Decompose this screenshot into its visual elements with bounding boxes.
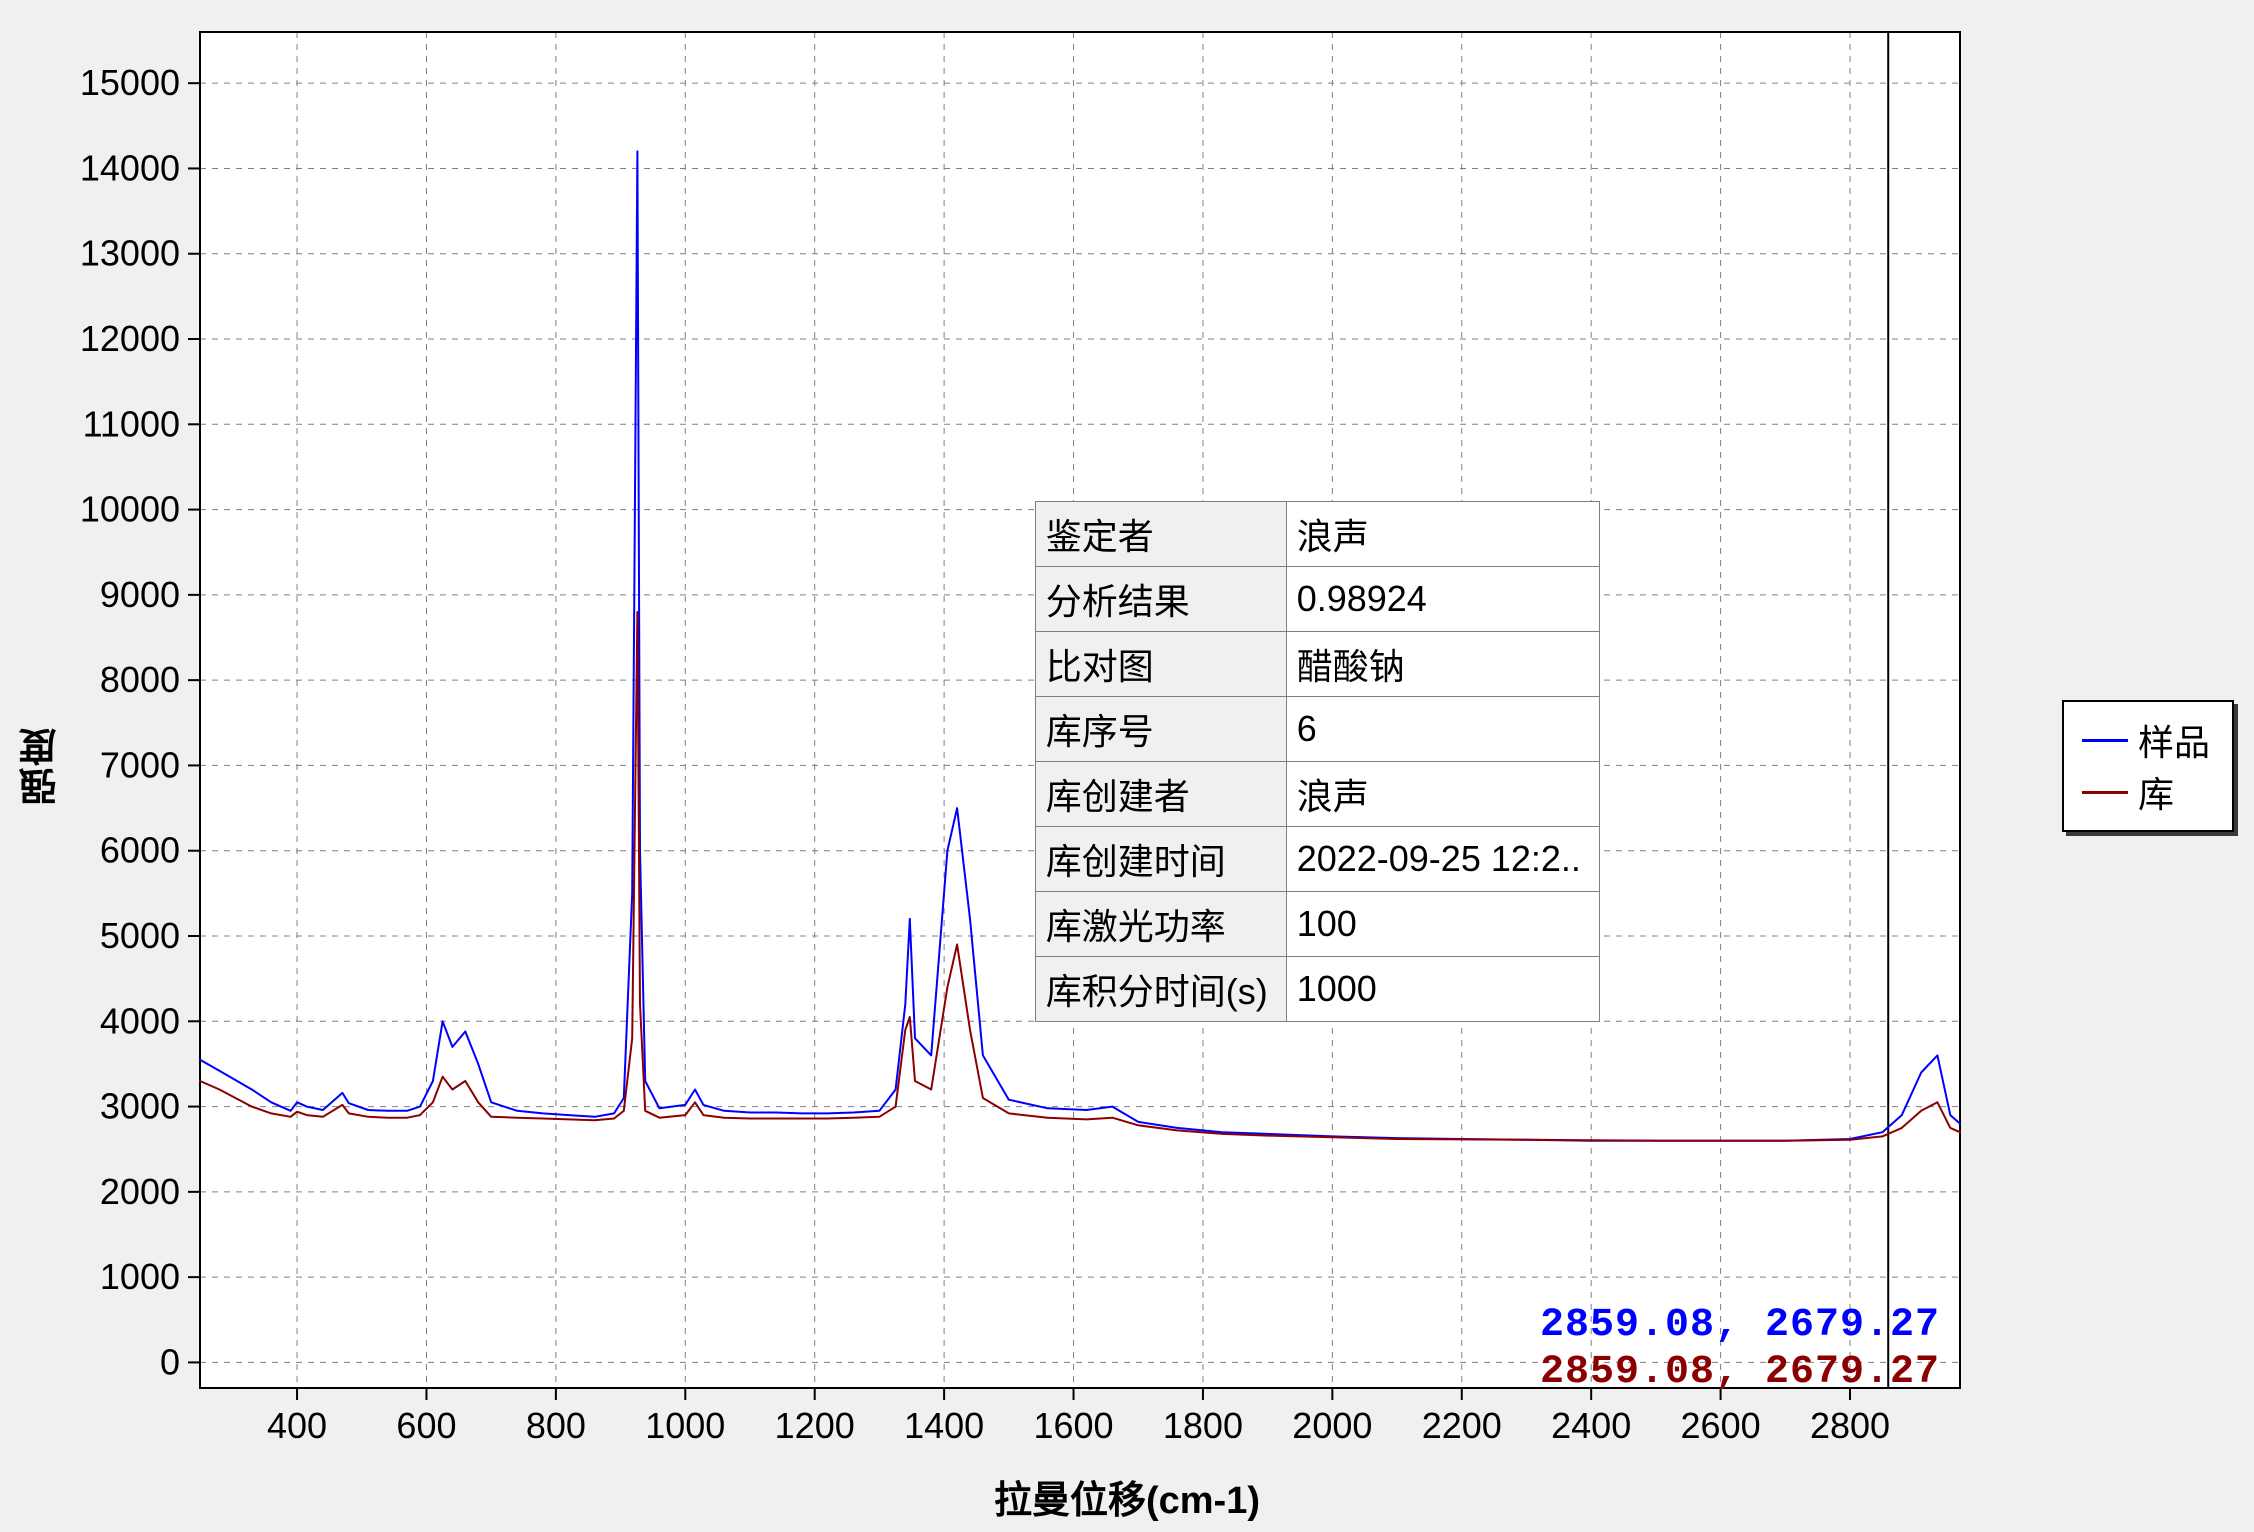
- info-key: 库序号: [1035, 697, 1286, 762]
- info-key: 库创建者: [1035, 762, 1286, 827]
- y-axis-label: 强度: [14, 726, 69, 806]
- svg-text:6000: 6000: [100, 830, 180, 871]
- cursor-coord-sample: 2859.08, 2679.27: [1540, 1303, 1940, 1348]
- svg-text:9000: 9000: [100, 574, 180, 615]
- spectrum-plot[interactable]: 4006008001000120014001600180020002200240…: [80, 18, 1980, 1458]
- info-key: 库积分时间(s): [1035, 957, 1286, 1022]
- info-row: 库积分时间(s)1000: [1035, 957, 1599, 1022]
- svg-text:1800: 1800: [1163, 1405, 1243, 1446]
- cursor-coord-library: 2859.08, 2679.27: [1540, 1350, 1940, 1395]
- svg-text:8000: 8000: [100, 659, 180, 700]
- svg-text:1600: 1600: [1033, 1405, 1113, 1446]
- info-value: 6: [1286, 697, 1599, 762]
- info-value: 100: [1286, 892, 1599, 957]
- svg-text:4000: 4000: [100, 1000, 180, 1041]
- info-value: 2022-09-25 12:2..: [1286, 827, 1599, 892]
- svg-text:800: 800: [526, 1405, 586, 1446]
- svg-text:5000: 5000: [100, 915, 180, 956]
- svg-text:1200: 1200: [775, 1405, 855, 1446]
- svg-text:2000: 2000: [100, 1171, 180, 1212]
- svg-text:2600: 2600: [1681, 1405, 1761, 1446]
- info-value: 醋酸钠: [1286, 632, 1599, 697]
- info-key: 库创建时间: [1035, 827, 1286, 892]
- svg-text:600: 600: [396, 1405, 456, 1446]
- svg-text:1000: 1000: [645, 1405, 725, 1446]
- svg-text:15000: 15000: [80, 62, 180, 103]
- x-axis-label: 拉曼位移(cm-1): [994, 1469, 1260, 1524]
- chart-container: 强度 4006008001000120014001600180020002200…: [0, 0, 2254, 1532]
- svg-text:12000: 12000: [80, 318, 180, 359]
- legend-label: 样品: [2138, 714, 2210, 766]
- info-row: 库激光功率100: [1035, 892, 1599, 957]
- svg-text:11000: 11000: [83, 403, 180, 444]
- svg-text:2800: 2800: [1810, 1405, 1890, 1446]
- info-key: 分析结果: [1035, 567, 1286, 632]
- legend: 样品 库: [2062, 700, 2234, 832]
- legend-swatch: [2082, 791, 2128, 794]
- svg-text:0: 0: [160, 1341, 180, 1382]
- legend-swatch: [2082, 739, 2128, 742]
- legend-item-library: 库: [2082, 766, 2210, 818]
- svg-text:1000: 1000: [100, 1256, 180, 1297]
- info-row: 库序号6: [1035, 697, 1599, 762]
- legend-label: 库: [2138, 766, 2174, 818]
- info-value: 0.98924: [1286, 567, 1599, 632]
- info-key: 比对图: [1035, 632, 1286, 697]
- svg-text:7000: 7000: [100, 744, 180, 785]
- info-row: 库创建时间2022-09-25 12:2..: [1035, 827, 1599, 892]
- svg-text:2000: 2000: [1292, 1405, 1372, 1446]
- svg-text:2400: 2400: [1551, 1405, 1631, 1446]
- svg-text:10000: 10000: [80, 489, 180, 530]
- info-value: 浪声: [1286, 762, 1599, 827]
- info-key: 库激光功率: [1035, 892, 1286, 957]
- info-row: 分析结果0.98924: [1035, 567, 1599, 632]
- info-value: 浪声: [1286, 502, 1599, 567]
- info-key: 鉴定者: [1035, 502, 1286, 567]
- legend-item-sample: 样品: [2082, 714, 2210, 766]
- svg-text:14000: 14000: [80, 147, 180, 188]
- svg-text:13000: 13000: [80, 233, 180, 274]
- info-row: 鉴定者浪声: [1035, 502, 1599, 567]
- svg-text:3000: 3000: [100, 1086, 180, 1127]
- info-table: 鉴定者浪声分析结果0.98924比对图醋酸钠库序号6库创建者浪声库创建时间202…: [1035, 501, 1600, 1022]
- svg-text:2200: 2200: [1422, 1405, 1502, 1446]
- info-value: 1000: [1286, 957, 1599, 1022]
- svg-text:1400: 1400: [904, 1405, 984, 1446]
- info-row: 库创建者浪声: [1035, 762, 1599, 827]
- info-row: 比对图醋酸钠: [1035, 632, 1599, 697]
- svg-text:400: 400: [267, 1405, 327, 1446]
